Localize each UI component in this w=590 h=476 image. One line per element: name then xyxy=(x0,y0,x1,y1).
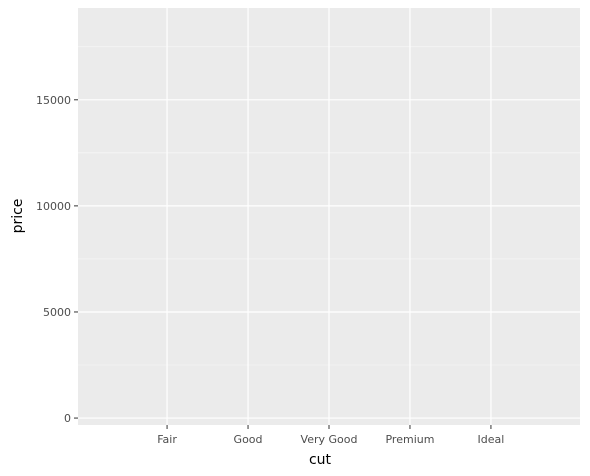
y-axis-title: price xyxy=(10,199,26,234)
y-tick-label: 15000 xyxy=(36,94,71,107)
x-tick-label: Good xyxy=(234,433,263,446)
y-tick-label: 0 xyxy=(64,412,71,425)
x-tick-label: Fair xyxy=(157,433,177,446)
x-tick-label: Premium xyxy=(385,433,434,446)
x-axis-title: cut xyxy=(309,452,332,468)
y-axis: 0 5000 10000 15000 xyxy=(36,94,78,425)
y-tick-label: 5000 xyxy=(43,306,71,319)
x-tick-label: Ideal xyxy=(478,433,505,446)
major-gridlines xyxy=(78,8,580,425)
x-tick-label: Very Good xyxy=(301,433,358,446)
x-axis: Fair Good Very Good Premium Ideal xyxy=(157,425,504,446)
y-tick-label: 10000 xyxy=(36,200,71,213)
